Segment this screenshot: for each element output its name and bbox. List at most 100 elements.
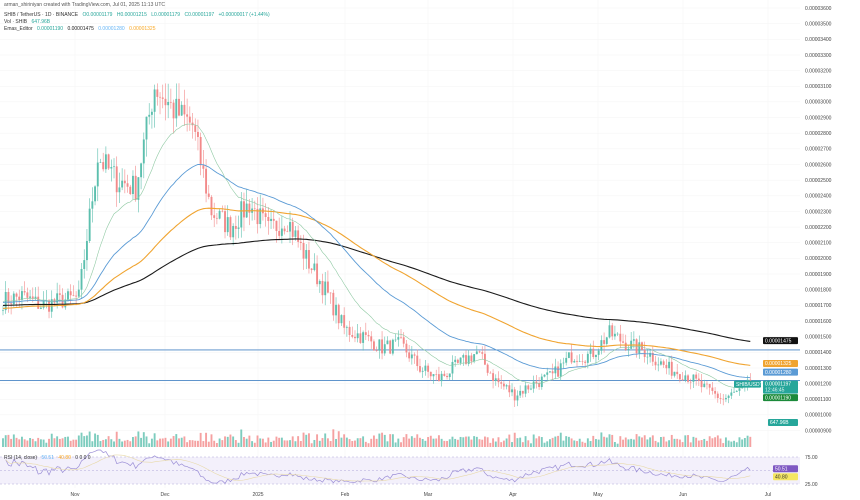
rsi-ma-value-label-text: 40.80 xyxy=(775,474,788,480)
candle xyxy=(354,336,356,339)
candle xyxy=(440,373,443,382)
volume-bar xyxy=(562,440,565,447)
candle xyxy=(576,360,578,362)
candle xyxy=(435,374,438,375)
volume-bar xyxy=(670,434,673,447)
candle xyxy=(326,281,329,293)
volume-bar xyxy=(546,441,549,447)
volume-bar xyxy=(372,435,375,447)
volume-bar xyxy=(440,438,443,447)
x-tick-label: Jun xyxy=(679,492,687,498)
volume-bar xyxy=(34,441,37,447)
volume-bar xyxy=(150,438,153,447)
volume-bar xyxy=(394,442,397,447)
y-tick-label: 0.00001200 xyxy=(805,381,832,387)
volume-bar xyxy=(684,435,687,447)
volume-bar xyxy=(175,434,178,447)
volume-bar xyxy=(48,438,50,447)
volume-bar xyxy=(389,434,392,447)
candle xyxy=(172,102,175,119)
candle xyxy=(232,226,235,238)
candle xyxy=(318,280,321,285)
candle xyxy=(267,216,270,222)
volume-bar xyxy=(42,439,45,447)
candle xyxy=(684,375,687,381)
candle xyxy=(56,293,59,303)
candle xyxy=(275,220,278,231)
y-tick-label: 0.00001300 xyxy=(805,366,832,372)
volume-bar xyxy=(99,441,102,447)
candle xyxy=(473,354,476,362)
candle xyxy=(99,162,102,163)
volume-bars xyxy=(2,429,752,447)
ema20-price-label: 0.00001190 xyxy=(763,394,798,401)
volume-bar xyxy=(724,437,727,447)
candle xyxy=(110,167,113,169)
rsi-label[interactable]: RSI (14, close) xyxy=(4,455,38,461)
volume-bar xyxy=(64,436,67,447)
volume-bar xyxy=(381,432,384,447)
volume-bar xyxy=(743,438,746,447)
volume-bar xyxy=(234,440,237,447)
candle xyxy=(332,292,335,316)
candle xyxy=(565,357,568,363)
candle xyxy=(567,352,570,358)
candle xyxy=(600,340,603,351)
x-tick-label: Apr xyxy=(509,492,517,498)
candle xyxy=(264,213,267,217)
volume-bar xyxy=(280,437,283,447)
candle xyxy=(134,175,137,200)
candle xyxy=(459,357,462,363)
volume-bar xyxy=(345,437,348,447)
candle xyxy=(113,166,115,168)
candle xyxy=(291,222,294,237)
volume-bar xyxy=(665,441,668,447)
candle xyxy=(697,378,700,381)
volume-bar xyxy=(641,437,643,447)
candle xyxy=(670,361,673,376)
volume-bar xyxy=(37,437,40,447)
candle xyxy=(270,218,272,222)
volume-bar xyxy=(576,441,578,447)
volume-bar xyxy=(475,436,478,447)
volume-bar xyxy=(397,438,400,447)
volume-bar xyxy=(199,432,202,447)
candle xyxy=(706,383,708,385)
candle xyxy=(397,337,400,340)
candle xyxy=(240,201,243,228)
volume-bar xyxy=(240,429,243,447)
volume-bar xyxy=(29,438,32,447)
volume-bar xyxy=(473,436,476,447)
volume-bar xyxy=(708,436,711,447)
candle xyxy=(164,98,167,106)
ema-label[interactable]: Emas_Editor xyxy=(4,26,33,32)
candle xyxy=(4,291,7,311)
volume-bar xyxy=(218,438,221,447)
volume-bar xyxy=(31,438,34,447)
volume-bar xyxy=(613,442,616,447)
candle xyxy=(665,364,668,369)
x-tick-label: Jul xyxy=(765,492,771,498)
volume-bar xyxy=(505,438,508,447)
last-price-label xyxy=(763,380,798,394)
candle xyxy=(178,98,180,116)
volume-bar xyxy=(362,436,365,447)
volume-bar xyxy=(310,443,313,447)
candle xyxy=(592,348,595,358)
volume-bar xyxy=(416,434,419,447)
symbol-title[interactable]: SHIB / TetherUS · 1D · BINANCE xyxy=(4,12,79,18)
volume-bar xyxy=(538,436,541,447)
volume-bar xyxy=(113,441,115,447)
candle xyxy=(500,382,503,384)
candle xyxy=(419,366,421,372)
candle xyxy=(581,361,584,362)
volume-label[interactable]: Vol · SHIB xyxy=(4,19,28,25)
candle xyxy=(215,217,218,219)
ema50-price-label: 0.00001280 xyxy=(763,368,798,376)
volume-bar xyxy=(39,439,42,447)
volume-bar xyxy=(554,436,557,447)
volume-bar xyxy=(657,442,660,447)
candle xyxy=(286,231,289,232)
candle xyxy=(207,193,210,197)
